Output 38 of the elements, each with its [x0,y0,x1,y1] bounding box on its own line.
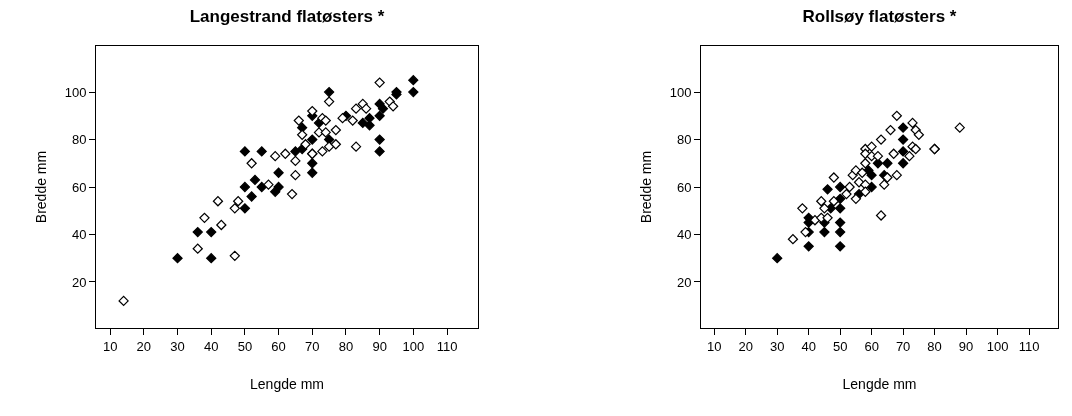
y-tick-label: 40 [71,227,87,243]
x-tick-label: 30 [769,338,785,354]
x-tick-label: 50 [832,338,848,354]
y-tick-label: 100 [64,84,87,100]
x-tick-label: 60 [271,338,286,354]
x-axis-title: Lengde mm [842,375,917,392]
x-tick-label: 30 [170,338,185,354]
y-axis-title: Bredde mm [638,150,655,224]
x-tick-label: 100 [986,338,1009,354]
x-tick-label: 90 [372,338,387,354]
y-tick-label: 20 [676,274,692,290]
y-tick-label: 20 [71,274,87,290]
x-tick-label: 50 [237,338,253,354]
x-axis-title: Lengde mm [250,375,324,392]
x-tick-label: 80 [927,338,942,354]
y-axis-title: Bredde mm [33,150,50,224]
chart-title: Langestrand flatøsters * [189,7,385,27]
x-tick-label: 20 [738,338,753,354]
x-tick-label: 20 [136,338,152,354]
y-tick-label: 100 [669,84,692,100]
y-tick-label: 60 [71,179,87,195]
x-tick-label: 90 [958,338,974,354]
x-tick-label: 40 [801,338,816,354]
y-tick-label: 40 [676,227,692,243]
y-tick-label: 80 [71,132,87,148]
x-tick-label: 110 [1018,338,1040,354]
x-tick-label: 100 [402,338,425,354]
y-tick-label: 60 [676,179,692,195]
chart-title: Rollsøy flatøsters * [802,7,957,27]
x-tick-label: 70 [895,338,911,354]
y-tick-label: 80 [676,132,692,148]
x-tick-label: 60 [864,338,879,354]
x-tick-label: 40 [203,338,219,354]
x-tick-label: 80 [338,338,354,354]
x-tick-label: 70 [305,338,320,354]
x-tick-label: 10 [102,338,118,354]
x-tick-label: 10 [706,338,722,354]
x-tick-label: 110 [436,338,458,354]
